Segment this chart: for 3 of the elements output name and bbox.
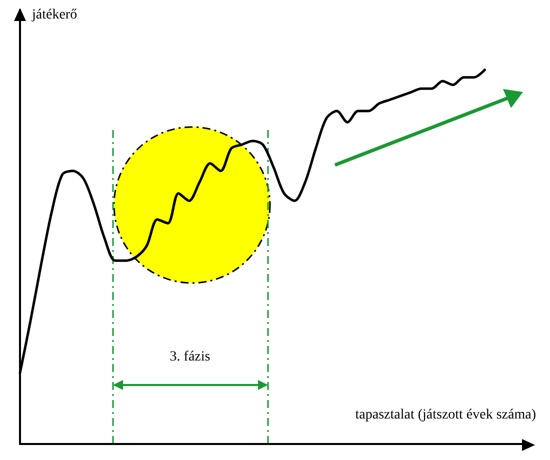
annotation: 3. fázis bbox=[170, 350, 210, 364]
x-axis-title: tapasztalat (játszott évek száma) bbox=[355, 408, 536, 422]
y-axis-title: játékerő bbox=[31, 8, 78, 22]
